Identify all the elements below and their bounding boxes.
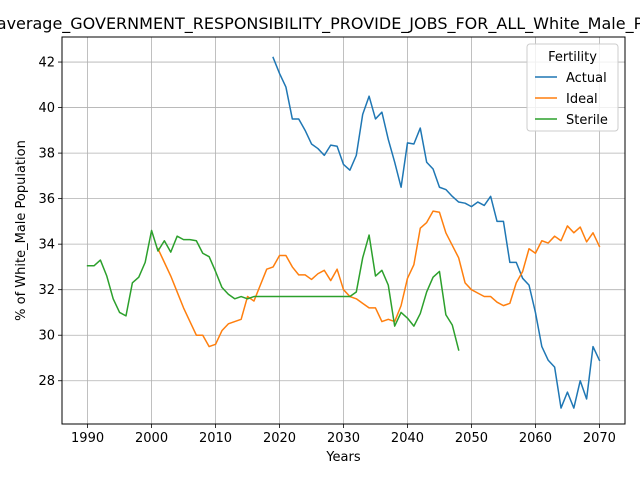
x-tick-label: 2060 <box>519 431 552 446</box>
axis-ticks: 1990 2000 2010 2020 2030 2040 2050 2060 2070 28 30… <box>38 56 616 446</box>
legend: Fertility Actual Ideal Sterile <box>526 43 619 132</box>
y-tick-label: 30 <box>38 329 55 344</box>
legend-label-sterile: Sterile <box>566 113 608 128</box>
series-line-actual <box>272 56 601 409</box>
y-tick-label: 42 <box>38 56 55 71</box>
x-tick-label: 2050 <box>455 431 488 446</box>
x-tick-label: 2040 <box>391 431 424 446</box>
x-axis-label: Years <box>325 450 361 465</box>
y-tick-label: 40 <box>38 101 55 116</box>
y-tick-label: 38 <box>38 147 55 162</box>
x-tick-label: 2020 <box>263 431 296 446</box>
y-axis-label: % of White_Male Population <box>14 140 29 321</box>
x-tick-label: 2070 <box>583 431 616 446</box>
x-tick-label: 2000 <box>135 431 168 446</box>
legend-label-ideal: Ideal <box>566 92 598 107</box>
y-tick-label: 28 <box>38 374 55 389</box>
x-tick-label: 2030 <box>327 431 360 446</box>
y-tick-label: 34 <box>38 238 55 253</box>
series-layer <box>86 56 601 409</box>
legend-box <box>526 43 619 132</box>
legend-title: Fertility <box>548 50 597 65</box>
series-line-ideal <box>156 210 601 348</box>
chart-title: average_GOVERNMENT_RESPONSIBILITY_PROVID… <box>0 14 640 34</box>
y-tick-label: 36 <box>38 192 55 207</box>
legend-label-actual: Actual <box>566 71 607 86</box>
x-tick-label: 2010 <box>199 431 232 446</box>
series-line-sterile <box>86 229 460 351</box>
y-tick-label: 32 <box>38 283 55 298</box>
x-tick-label: 1990 <box>71 431 104 446</box>
